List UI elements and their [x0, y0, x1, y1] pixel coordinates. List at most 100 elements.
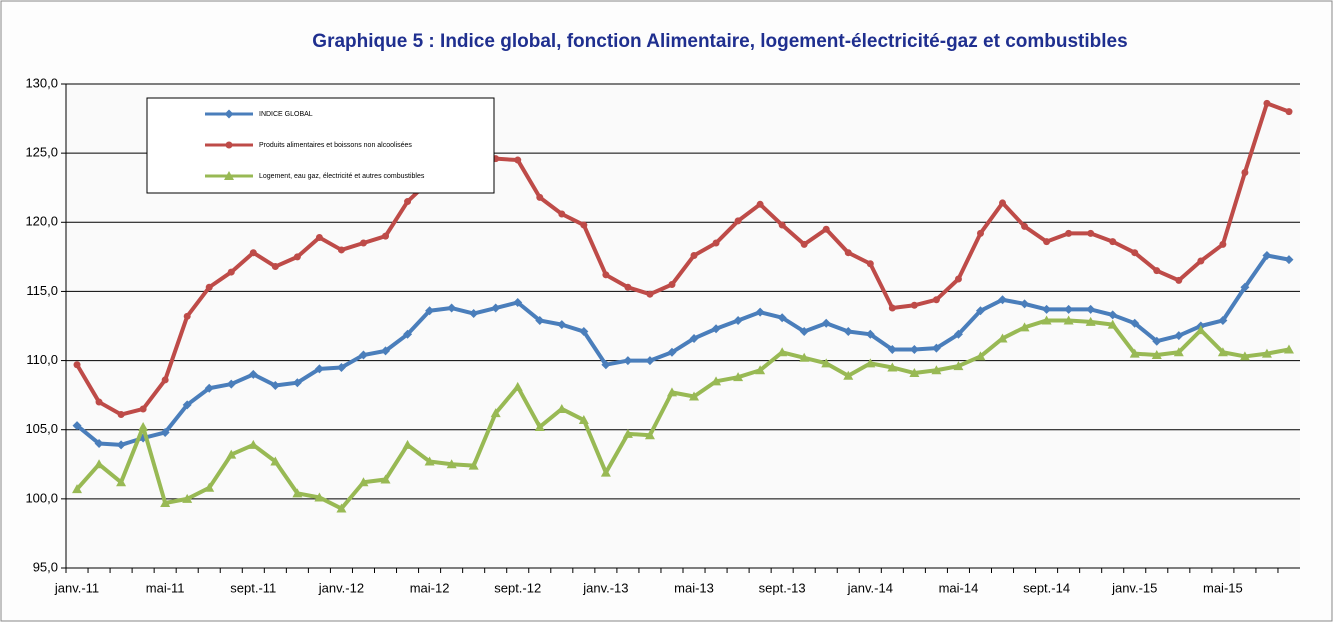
point — [711, 376, 722, 386]
point — [777, 347, 788, 357]
point — [314, 364, 324, 374]
point — [380, 474, 391, 484]
point — [1217, 347, 1228, 357]
y-tick-label: 105,0 — [25, 421, 58, 436]
point — [271, 263, 279, 271]
x-tick-label: mai-15 — [1203, 580, 1243, 595]
point — [161, 376, 169, 384]
point — [204, 383, 214, 393]
y-tick-label: 110,0 — [26, 352, 58, 367]
point — [821, 318, 831, 328]
point — [866, 260, 874, 268]
point — [844, 249, 852, 257]
point — [843, 370, 854, 380]
point — [446, 459, 457, 469]
point — [953, 329, 963, 339]
x-tick-label: mai-12 — [410, 580, 450, 595]
point — [95, 398, 103, 406]
point — [204, 482, 215, 492]
y-tick-label: 95,0 — [33, 559, 58, 574]
point — [624, 283, 632, 291]
point — [1086, 304, 1096, 314]
point — [72, 484, 83, 494]
x-tick-label: janv.-12 — [318, 580, 364, 595]
point — [514, 156, 522, 164]
point — [733, 315, 743, 325]
point — [447, 303, 457, 313]
x-tick-label: janv.-11 — [54, 580, 99, 595]
point — [1107, 319, 1118, 329]
point — [1130, 318, 1140, 328]
point — [1195, 325, 1206, 335]
point — [1021, 222, 1029, 230]
point — [821, 358, 832, 368]
point — [622, 428, 633, 438]
point — [160, 498, 171, 508]
point — [800, 240, 808, 248]
legend-label: INDICE GLOBAL — [259, 111, 313, 118]
point — [116, 440, 126, 450]
point — [1240, 282, 1250, 292]
point — [843, 327, 853, 337]
point — [799, 327, 809, 337]
point — [755, 365, 766, 375]
point — [534, 421, 545, 431]
point — [359, 239, 367, 247]
point — [1151, 350, 1162, 360]
point — [225, 141, 233, 149]
point — [1153, 267, 1161, 275]
x-tick-label: janv.-15 — [1111, 580, 1157, 595]
x-tick-label: janv.-14 — [847, 580, 893, 595]
point — [293, 253, 301, 261]
point — [94, 439, 104, 449]
point — [224, 109, 234, 119]
point — [1019, 322, 1030, 332]
point — [910, 301, 918, 309]
point — [733, 372, 744, 382]
y-tick-label: 120,0 — [25, 214, 58, 229]
point — [1043, 238, 1051, 246]
point — [226, 379, 236, 389]
point — [931, 343, 941, 353]
point — [1219, 240, 1227, 248]
point — [490, 408, 501, 418]
point — [1108, 310, 1118, 320]
point — [600, 467, 611, 477]
series-line — [75, 318, 1290, 511]
point — [645, 356, 655, 366]
point — [402, 439, 413, 449]
point — [998, 295, 1008, 305]
point — [138, 421, 149, 431]
point — [689, 391, 700, 401]
point — [778, 221, 786, 229]
point — [711, 324, 721, 334]
point — [425, 306, 435, 316]
point — [183, 312, 191, 320]
x-tick-label: sept.-13 — [759, 580, 806, 595]
point — [1197, 257, 1205, 265]
point — [1175, 276, 1183, 284]
point — [248, 369, 258, 379]
point — [1131, 249, 1139, 257]
point — [337, 246, 345, 254]
point — [1085, 316, 1096, 326]
point — [975, 306, 985, 316]
point — [666, 387, 677, 397]
point — [1109, 238, 1117, 246]
point — [865, 358, 876, 368]
point — [358, 477, 369, 487]
point — [953, 361, 964, 371]
point — [73, 361, 81, 369]
point — [139, 405, 147, 413]
point — [1129, 348, 1140, 358]
point — [292, 488, 303, 498]
point — [404, 198, 412, 206]
point — [755, 307, 765, 317]
point — [72, 421, 82, 431]
y-tick-label: 125,0 — [25, 145, 58, 160]
point — [1239, 351, 1250, 361]
point — [1152, 336, 1162, 346]
point — [975, 351, 986, 361]
point — [314, 492, 325, 502]
